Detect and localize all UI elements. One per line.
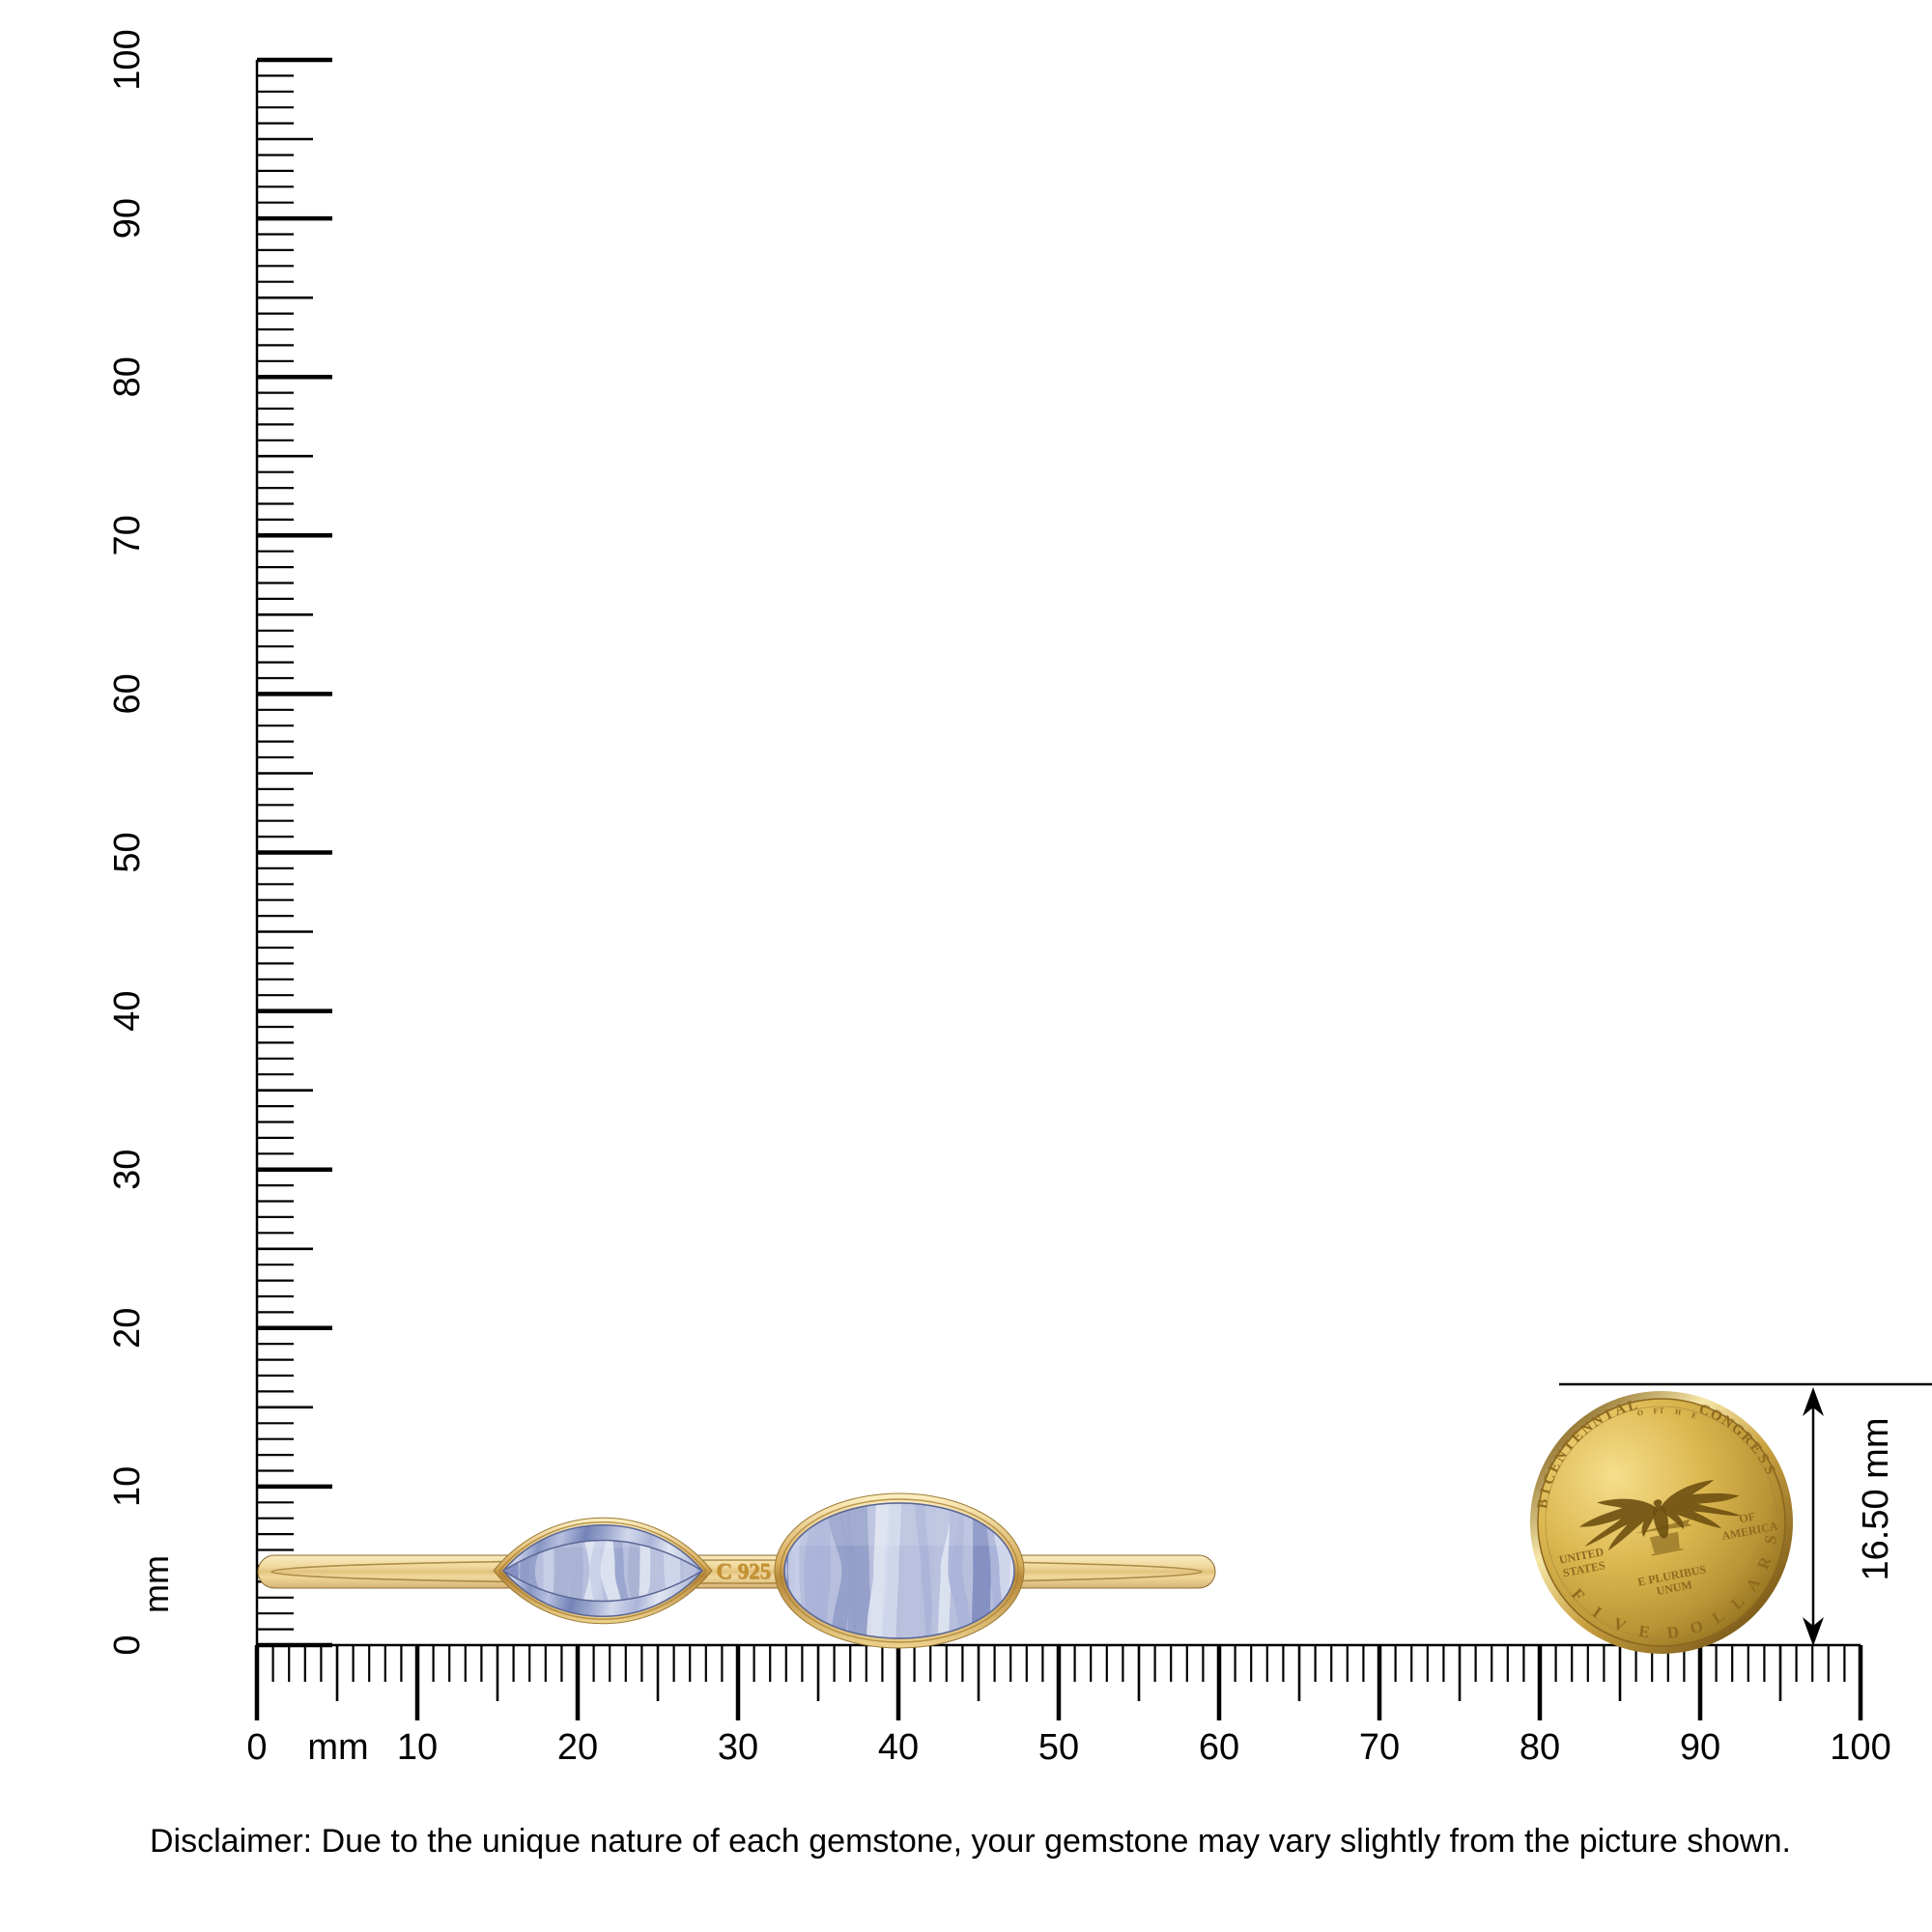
svg-text:100: 100 [107, 29, 148, 90]
svg-text:10: 10 [397, 1727, 438, 1768]
svg-text:Disclaimer: Due to the unique: Disclaimer: Due to the unique nature of … [150, 1823, 1791, 1860]
svg-text:30: 30 [107, 1150, 148, 1190]
svg-text:60: 60 [107, 673, 148, 714]
svg-text:mm: mm [136, 1555, 176, 1613]
svg-text:0: 0 [246, 1727, 267, 1768]
svg-text:30: 30 [718, 1727, 758, 1768]
svg-text:60: 60 [1199, 1727, 1239, 1768]
svg-text:90: 90 [107, 198, 148, 239]
svg-text:90: 90 [1680, 1727, 1720, 1768]
svg-text:80: 80 [107, 356, 148, 397]
svg-text:50: 50 [1038, 1727, 1079, 1768]
svg-text:C 925: C 925 [716, 1559, 771, 1583]
svg-text:100: 100 [1830, 1727, 1890, 1768]
svg-text:D: D [1666, 1623, 1680, 1642]
svg-text:20: 20 [107, 1308, 148, 1349]
svg-text:0: 0 [107, 1634, 148, 1655]
svg-text:70: 70 [107, 515, 148, 555]
svg-text:40: 40 [878, 1727, 919, 1768]
svg-text:40: 40 [107, 990, 148, 1031]
svg-text:T: T [1659, 1406, 1664, 1415]
svg-text:mm: mm [307, 1727, 368, 1768]
svg-text:80: 80 [1520, 1727, 1560, 1768]
svg-text:20: 20 [557, 1727, 598, 1768]
svg-text:70: 70 [1359, 1727, 1400, 1768]
svg-text:F: F [1653, 1406, 1658, 1415]
svg-text:10: 10 [107, 1466, 148, 1507]
svg-text:50: 50 [107, 832, 148, 872]
svg-text:16.50 mm: 16.50 mm [1856, 1418, 1896, 1581]
